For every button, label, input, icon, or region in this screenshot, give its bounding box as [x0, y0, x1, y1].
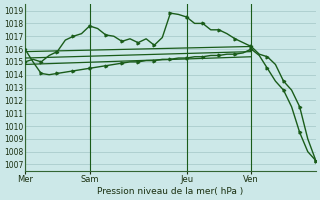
- X-axis label: Pression niveau de la mer( hPa ): Pression niveau de la mer( hPa ): [97, 187, 244, 196]
